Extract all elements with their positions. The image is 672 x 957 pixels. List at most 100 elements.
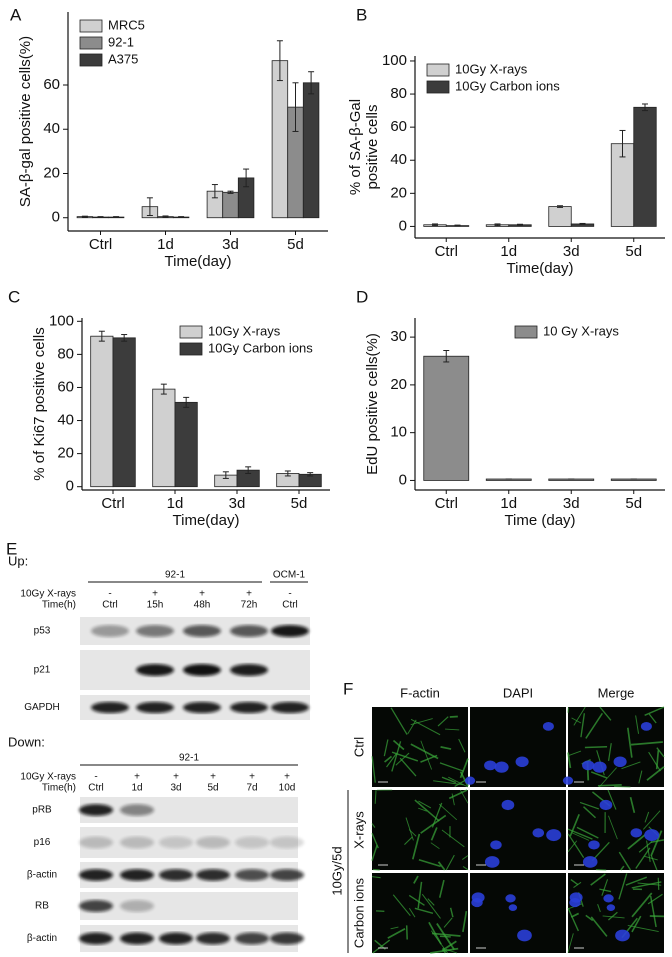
bar [548,206,572,227]
blot-background [80,892,298,920]
actin-fiber [392,894,411,917]
actin-fiber [631,892,653,918]
y-tick-label: 20 [57,445,74,462]
blot-strip [80,650,310,690]
time: 5d [207,783,218,794]
treatment: - [288,589,291,600]
panel-letter: E [6,539,17,558]
bar [174,401,198,488]
x-tick-label: 3d [229,495,246,512]
nucleus [603,894,614,903]
legend-swatch [179,342,203,356]
actin-fiber [371,832,379,849]
blot-band [79,869,113,881]
actin-fiber [462,855,469,860]
blot-band [270,836,304,849]
bar [423,355,470,481]
actin-fiber [373,868,380,871]
x-tick-label: Ctrl [101,495,124,512]
blot-band [230,625,268,637]
actin-fiber [439,762,464,772]
nucleus [515,756,529,767]
actin-fiber [430,827,438,841]
actin-fiber [414,799,440,822]
blot-band [196,836,230,849]
x-tick-label: Ctrl [435,243,458,260]
x-tick-label: 5d [291,495,308,512]
legend-label: 10Gy Carbon ions [208,340,313,355]
nucleus [630,828,643,838]
treatment: + [199,589,205,600]
error-bar [160,383,167,395]
time: 1d [131,783,142,794]
actin-fiber [576,826,599,839]
actin-fiber [430,842,440,850]
nucleus [569,897,581,908]
x-tick-label: 1d [157,236,174,253]
blot-band [91,625,129,637]
blot-band [235,836,269,849]
actin-fiber [374,789,377,804]
blot-band [136,664,174,676]
bar [302,82,320,219]
actin-fiber [404,836,413,846]
actin-fiber [625,876,648,886]
error-bar [443,349,450,363]
legend-swatch [426,63,450,77]
blot-band [120,900,154,912]
error-bar [146,197,153,217]
legend-label: 10 Gy X-rays [543,323,619,338]
blot-row-label: p53 [34,626,51,637]
error-bar [454,224,461,227]
legend-label: A375 [108,51,138,66]
actin-fiber [441,776,457,784]
nucleus [484,760,497,771]
blot-band [271,625,309,637]
actin-fiber [648,713,657,724]
actin-fiber [437,716,449,727]
nucleus [508,904,518,911]
blot-row-label: GAPDH [24,702,60,713]
micrograph [470,873,566,953]
micrograph [567,873,665,953]
actin-fiber [462,910,468,933]
x-tick-label: Ctrl [435,495,458,512]
actin-fiber [458,738,466,753]
error-bar [243,168,250,188]
error-bar [284,470,291,477]
error-bar [97,216,104,219]
treatment: + [134,772,140,783]
nucleus [484,856,500,868]
error-bar [292,82,299,132]
time: 15h [147,600,164,611]
error-bar [308,71,315,95]
nucleus [490,840,502,850]
actin-fiber [371,756,376,783]
error-bar [98,330,105,342]
actin-fiber [437,861,446,871]
actin-fiber [418,800,432,809]
actin-fiber [627,727,633,758]
x-axis-label: Time(day) [165,253,232,270]
nucleus [582,760,595,771]
actin-fiber [448,776,469,788]
treatment: + [152,589,158,600]
actin-fiber [648,751,661,772]
micrograph [470,790,566,870]
error-bar [113,216,120,219]
actin-fiber [598,767,617,788]
actin-fiber [445,728,460,731]
actin-fiber [440,746,452,750]
blot-band [79,900,113,912]
x-tick-label: 5d [625,495,642,512]
y-tick-label: 30 [390,328,407,345]
actin-fiber [650,854,658,871]
actin-fiber [585,914,594,922]
error-bar [579,222,586,225]
actin-fiber [372,939,391,954]
row-label: X-rays [351,811,366,849]
actin-fiber [445,854,455,871]
blot-band [159,869,193,881]
actin-fiber [441,829,465,848]
actin-fiber [635,847,651,869]
